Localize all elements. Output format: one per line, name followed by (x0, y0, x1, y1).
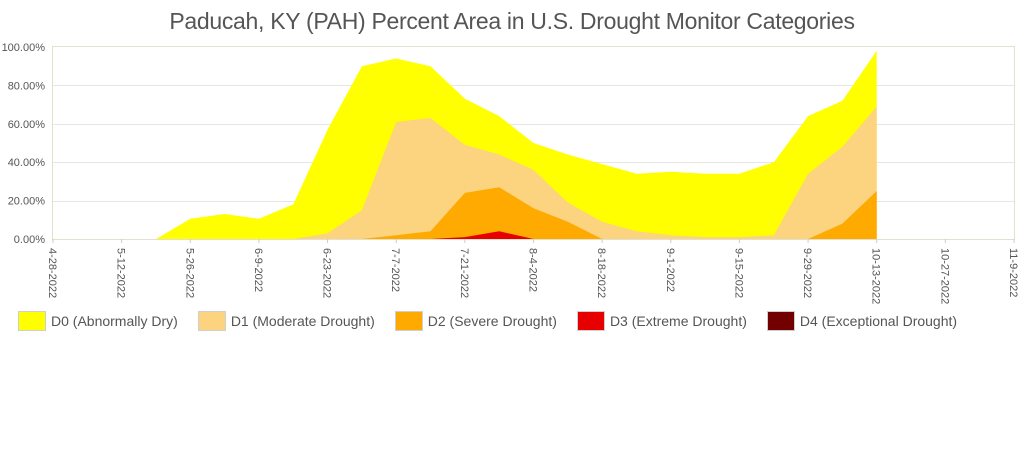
legend-label-d1: D1 (Moderate Drought) (230, 313, 375, 329)
legend-swatch-d3 (576, 311, 605, 331)
legend-label-d0: D0 (Abnormally Dry) (51, 313, 178, 329)
chart-title: Paducah, KY (PAH) Percent Area in U.S. D… (169, 8, 855, 34)
legend-swatch-d0 (18, 311, 46, 331)
x-tick-label: 5-12-2022 (115, 248, 127, 298)
y-tick-label: 0.00% (14, 234, 45, 246)
area-d1[interactable] (53, 106, 877, 240)
x-axis-ticks: 4-28-2022 5-12-2022 5-26-2022 6-9-2022 6-23-… (46, 239, 1019, 304)
x-tick-label: 4-28-2022 (46, 248, 58, 298)
x-tick-label: 7-7-2022 (389, 248, 401, 292)
area-d3[interactable] (53, 231, 877, 239)
legend-item-d3[interactable]: D3 (Extreme Drought) (576, 311, 747, 331)
x-tick-label: 8-4-2022 (527, 248, 539, 292)
legend-item-d1[interactable]: D1 (Moderate Drought) (197, 311, 375, 331)
x-tick-label: 8-18-2022 (595, 248, 607, 298)
y-tick-label: 60.00% (8, 119, 46, 131)
x-tick-label: 10-13-2022 (870, 248, 882, 304)
legend-item-d4[interactable]: D4 (Exceptional Drought) (766, 311, 958, 331)
y-tick-label: 80.00% (8, 80, 46, 92)
area-series (53, 50, 877, 240)
legend-label-d3: D3 (Extreme Drought) (609, 313, 747, 329)
legend-swatch-d1 (197, 311, 226, 331)
legend-swatch-d2 (394, 311, 423, 331)
x-tick-label: 5-26-2022 (183, 248, 195, 298)
x-tick-label: 9-1-2022 (664, 248, 676, 292)
y-tick-label: 20.00% (8, 196, 46, 208)
y-tick-label: 40.00% (8, 157, 46, 169)
y-tick-label: 100.00% (2, 42, 46, 54)
y-axis-ticks: 0.00% 20.00% 40.00% 60.00% 80.00% 100.00% (2, 42, 46, 246)
legend: D0 (Abnormally Dry) D1 (Moderate Drought… (18, 311, 977, 331)
legend-swatch-d4 (766, 311, 795, 331)
x-tick-label: 9-29-2022 (801, 248, 813, 298)
x-tick-label: 11-9-2022 (1007, 248, 1019, 297)
legend-item-d0[interactable]: D0 (Abnormally Dry) (18, 311, 178, 331)
legend-label-d4: D4 (Exceptional Drought) (799, 313, 958, 329)
x-tick-label: 10-27-2022 (938, 248, 950, 304)
x-tick-label: 6-23-2022 (321, 248, 333, 298)
area-d2[interactable] (53, 187, 877, 239)
chart-plot: 0.00% 20.00% 40.00% 60.00% 80.00% 100.00% 4-2… (2, 42, 1019, 304)
x-tick-label: 6-9-2022 (252, 248, 264, 292)
x-tick-label: 7-21-2022 (458, 248, 470, 298)
legend-item-d2[interactable]: D2 (Severe Drought) (394, 311, 557, 331)
x-tick-label: 9-15-2022 (732, 248, 744, 298)
legend-label-d2: D2 (Severe Drought) (427, 313, 557, 329)
